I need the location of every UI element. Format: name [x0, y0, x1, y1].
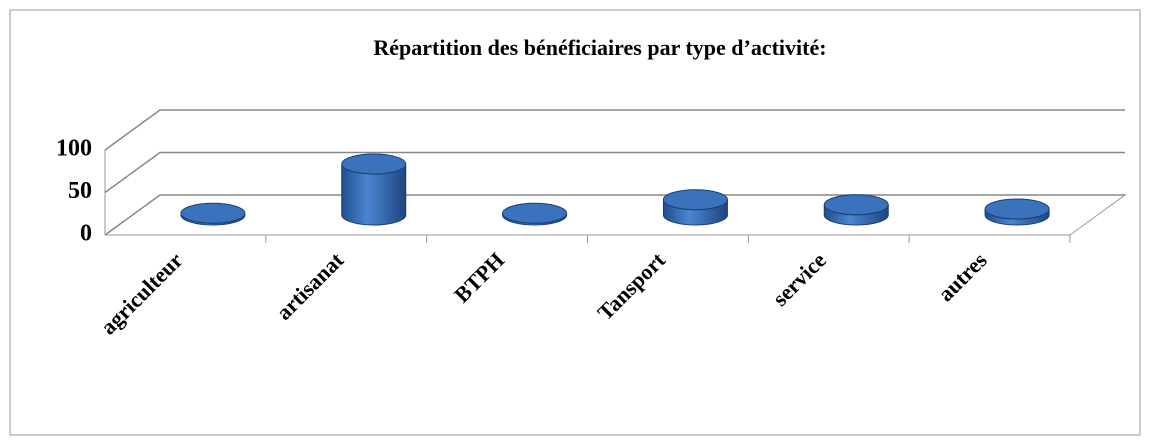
chart-title: Répartition des bénéficiaires par type d…	[373, 35, 826, 60]
cylinder	[823, 194, 889, 226]
cylinder-top	[341, 153, 407, 175]
cylinder	[502, 202, 568, 226]
y-tick-label: 100	[56, 136, 92, 162]
grid-line	[104, 194, 1125, 236]
cylinder-top	[502, 202, 568, 224]
chart-border	[9, 9, 1141, 436]
cylinder-top	[662, 189, 728, 211]
cylinder-top	[984, 198, 1050, 220]
y-tick-label: 0	[80, 221, 92, 247]
cylinder	[180, 202, 246, 226]
grid-line	[104, 109, 1125, 151]
cylinder	[341, 153, 407, 226]
cylinder-top	[180, 202, 246, 224]
cylinder-top	[823, 194, 889, 216]
y-tick-label: 50	[68, 178, 92, 204]
cylinder	[984, 198, 1050, 226]
grid-line	[104, 151, 1125, 194]
cylinder	[662, 189, 728, 226]
